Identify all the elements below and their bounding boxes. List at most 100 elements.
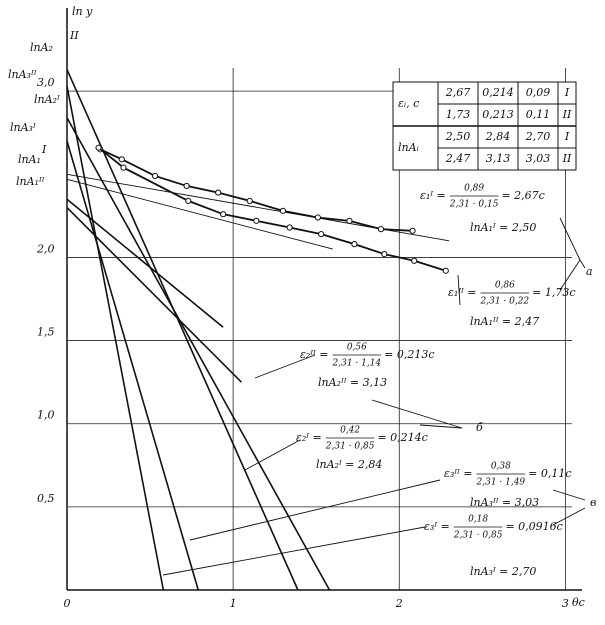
y-axis-label: ln y bbox=[72, 5, 93, 18]
x-tick-label: 3 bbox=[562, 597, 569, 610]
point bbox=[151, 172, 159, 180]
point bbox=[442, 267, 449, 274]
x-tick-label: 1 bbox=[230, 597, 237, 610]
annotation: lnA₁ᴵ = 2,50 bbox=[470, 221, 536, 234]
leader bbox=[162, 526, 426, 576]
table-cell: 2,84 bbox=[485, 130, 511, 143]
formula-num: 0,86 bbox=[495, 281, 515, 291]
point bbox=[411, 257, 418, 264]
leader bbox=[457, 274, 461, 306]
line bbox=[66, 69, 299, 591]
formula-num: 0,38 bbox=[491, 462, 511, 472]
formula-den: 2,31 · 0,22 bbox=[480, 297, 530, 307]
table-cell: II bbox=[562, 152, 572, 165]
line bbox=[66, 86, 165, 591]
point bbox=[377, 226, 385, 233]
table-cell: 3,13 bbox=[486, 152, 511, 165]
table-cell: 2,67 bbox=[445, 86, 471, 99]
table-cell: II bbox=[562, 108, 572, 121]
formula-rhs: = 0,0916c bbox=[505, 520, 562, 533]
line bbox=[66, 206, 243, 383]
formula-num: 0,42 bbox=[340, 426, 360, 436]
annotation: II bbox=[69, 29, 79, 42]
y-tick-label: 1,5 bbox=[37, 326, 55, 339]
table-cell: 2,47 bbox=[445, 152, 471, 165]
point bbox=[314, 214, 321, 221]
formula-den: 2,31 · 1,49 bbox=[476, 478, 526, 488]
table-cell: I bbox=[564, 86, 570, 99]
point bbox=[215, 189, 222, 196]
line bbox=[66, 173, 450, 242]
annotation: lnA₃ᴵᴵ = 3,03 bbox=[470, 496, 539, 509]
formula-lhs: ε₃ᴵᴵ = bbox=[444, 467, 473, 480]
annotation: I bbox=[41, 143, 47, 156]
leader bbox=[559, 259, 581, 291]
annotation: lnA₁ bbox=[18, 153, 41, 166]
annotation: lnA₂ᴵ = 2,84 bbox=[316, 458, 382, 471]
leader bbox=[559, 217, 581, 261]
table-cell: 2,70 bbox=[525, 130, 551, 143]
annotation: lnA₂ᴵ bbox=[34, 93, 60, 106]
x-axis-label: θc bbox=[572, 596, 585, 609]
annotation: lnA₃ᴵ bbox=[10, 121, 36, 134]
line bbox=[66, 198, 224, 328]
leader bbox=[371, 399, 463, 429]
point bbox=[246, 197, 253, 204]
table-cell: I bbox=[564, 130, 570, 143]
point bbox=[95, 144, 102, 151]
y-tick-label: 1,0 bbox=[37, 409, 55, 422]
point bbox=[253, 217, 260, 224]
formula-den: 2,31 · 0,85 bbox=[325, 442, 375, 452]
table-group: lnAᵢ bbox=[398, 141, 419, 154]
formula-lhs: ε₃ᴵ = bbox=[424, 520, 450, 533]
line bbox=[66, 117, 331, 591]
leader bbox=[419, 424, 463, 429]
line bbox=[66, 178, 333, 250]
leader bbox=[552, 489, 586, 501]
leader bbox=[244, 439, 301, 471]
annotation: а bbox=[586, 265, 593, 278]
line bbox=[66, 140, 200, 591]
annotation: в bbox=[590, 496, 596, 509]
annotation: lnA₂ bbox=[30, 41, 53, 54]
point bbox=[120, 164, 127, 171]
formula-den: 2,31 · 0,85 bbox=[453, 531, 503, 541]
y-tick-label: 2,0 bbox=[36, 242, 55, 255]
annotation: lnA₁ᴵᴵ = 2,47 bbox=[470, 315, 539, 328]
table-cell: 2,50 bbox=[445, 130, 471, 143]
leader bbox=[552, 507, 586, 526]
formula-num: 0,89 bbox=[464, 184, 484, 194]
y-tick-label: 0,5 bbox=[37, 492, 55, 505]
point bbox=[185, 197, 192, 204]
table-cell: 0,214 bbox=[482, 86, 514, 99]
y-tick-label: 3,0 bbox=[37, 76, 55, 89]
annotation: lnA₃ᴵᴵ bbox=[8, 68, 37, 81]
table-cell: 0,213 bbox=[482, 108, 514, 121]
formula-rhs: = 0,214c bbox=[377, 431, 427, 444]
leader bbox=[254, 354, 316, 379]
formula-den: 2,31 · 0,15 bbox=[449, 200, 499, 210]
point bbox=[220, 211, 227, 218]
leader bbox=[579, 259, 586, 269]
formula-lhs: ε₂ᴵ = bbox=[296, 431, 322, 444]
point bbox=[381, 251, 388, 258]
table-cell: 1,73 bbox=[446, 108, 471, 121]
point bbox=[318, 231, 325, 238]
annotation: б bbox=[476, 421, 483, 434]
table-group: εᵢ, c bbox=[398, 97, 419, 110]
formula-num: 0,18 bbox=[468, 515, 488, 525]
point bbox=[183, 182, 190, 190]
annotation: lnA₁ᴵᴵ bbox=[16, 175, 45, 188]
leader bbox=[189, 479, 441, 541]
formula-num: 0,56 bbox=[347, 343, 367, 353]
formula-rhs: = 0,11c bbox=[528, 467, 571, 480]
annotation: lnA₂ᴵᴵ = 3,13 bbox=[318, 376, 387, 389]
formula-lhs: ε₁ᴵᴵ = bbox=[448, 286, 477, 299]
point bbox=[409, 227, 416, 234]
x-tick-label: 2 bbox=[395, 597, 403, 610]
formula-rhs: = 0,213c bbox=[384, 348, 434, 361]
point bbox=[286, 224, 293, 231]
formula-lhs: ε₁ᴵ = bbox=[420, 189, 446, 202]
x-tick-label: 0 bbox=[64, 597, 71, 610]
